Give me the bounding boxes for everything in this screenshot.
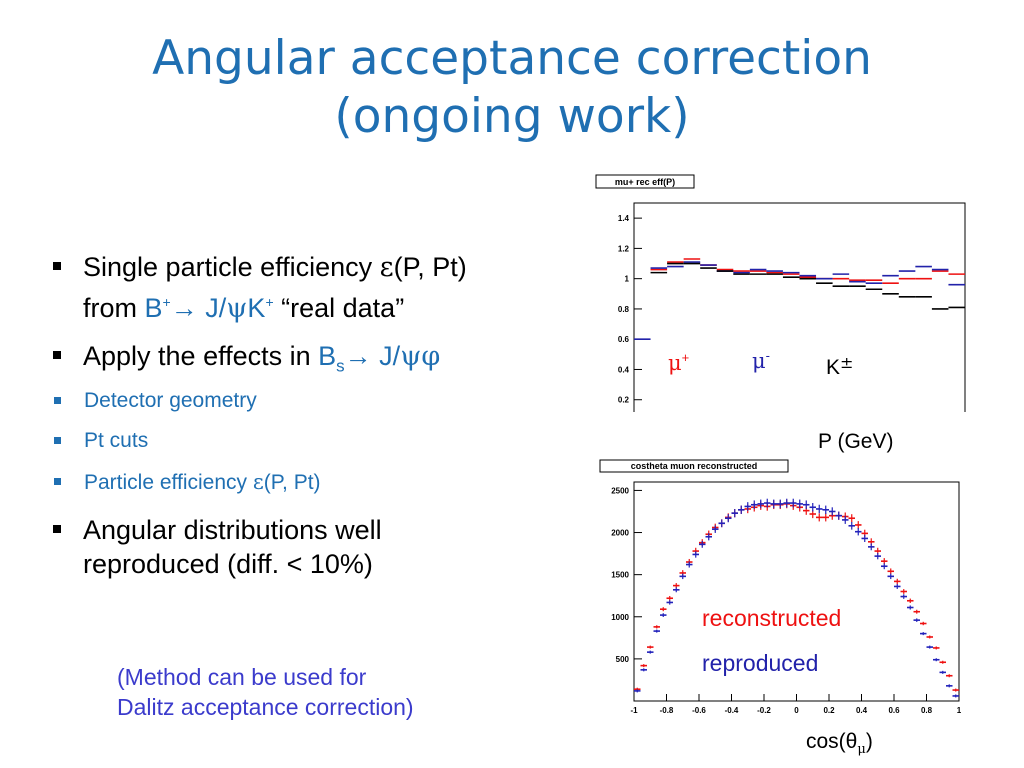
charge-superscript: + [265, 294, 274, 310]
x-tick-label: 0.2 [823, 706, 835, 715]
y-tick-label: 2500 [611, 486, 629, 495]
bullet-marker [53, 351, 61, 359]
chart-background [588, 172, 978, 412]
method-note: (Method can be used for Dalitz acceptanc… [117, 662, 414, 722]
series-2 [650, 262, 965, 310]
plot-frame [633, 202, 966, 412]
x-tick-label: -0.4 [725, 706, 739, 715]
legend-kaon: K± [826, 353, 853, 380]
strange-subscript: s [336, 356, 345, 376]
subbullet-particle-efficiency: Particle efficiency ε(P, Pt) [54, 468, 321, 497]
x-axis-label-costheta: cos(θμ) [806, 730, 873, 757]
bullet-text: (P, Pt) [393, 252, 467, 282]
legend-superscript: - [765, 348, 770, 363]
subbullet-pt-cuts: Pt cuts [54, 427, 149, 455]
y-tick-label: 0.2 [618, 396, 630, 405]
legend-superscript: ± [840, 353, 854, 372]
note-line-1: (Method can be used for [117, 664, 367, 690]
y-tick-label: 1 [625, 275, 630, 284]
x-tick-label: 0 [794, 706, 799, 715]
bullet-text: Apply the effects in [83, 341, 319, 371]
x-tick-label: -0.2 [757, 706, 771, 715]
x-tick-label: -0.8 [660, 706, 674, 715]
costheta-distribution-chart: costheta muon reconstructed -1 -0.8 -0.6 -0… [590, 455, 974, 717]
charge-superscript: + [162, 294, 171, 310]
series-1 [634, 498, 959, 698]
note-line-2: Dalitz acceptance correction) [117, 694, 414, 720]
legend-reconstructed: reconstructed [702, 605, 842, 631]
series-1 [634, 261, 965, 340]
kaon: K [247, 293, 266, 323]
title-line-1: Angular acceptance correction [152, 31, 872, 86]
x-tick-label: 0.8 [921, 706, 933, 715]
decay-arrow: → J/ [170, 293, 227, 323]
psi-symbol: ψ [226, 293, 248, 324]
decay-expression: B+→ J/ψK+ [144, 293, 274, 324]
bullet-marker [54, 397, 61, 404]
b-meson: B [144, 293, 163, 323]
y-tick-label: 1.2 [618, 244, 630, 253]
bullet-text: Angular distributions well [83, 515, 382, 545]
y-tick-label: 0.6 [618, 335, 630, 344]
bullet-marker [54, 437, 61, 444]
bullet-text: reproduced (diff. < 10%) [83, 549, 373, 579]
subbullet-text: Pt cuts [84, 429, 149, 452]
x-axis-label-momentum: P (GeV) [818, 430, 894, 453]
legend-mu-plus: μ+ [668, 350, 689, 376]
y-tick-label: 0.4 [618, 365, 630, 374]
x-tick-label: 1 [957, 706, 962, 715]
decay-expression: Bs→ J/ψφ [318, 341, 441, 375]
y-tick-label: 1000 [611, 613, 629, 622]
legend-text: μ [668, 351, 682, 375]
subbullet-text: Detector geometry [84, 389, 257, 412]
subbullet-text: (P, Pt) [263, 471, 321, 494]
bullet-apply-effects: Apply the effects in Bs→ J/ψφ [53, 339, 593, 383]
x-tick-label: 0.4 [856, 706, 868, 715]
legend-reproduced: reproduced [702, 650, 819, 676]
xlabel-text: ) [865, 730, 873, 753]
bullet-marker [54, 478, 61, 485]
xlabel-subscript: μ [857, 742, 866, 758]
psi-symbol: ψ [400, 341, 422, 372]
efficiency-vs-momentum-chart: mu+ rec eff(P) 10203040506070809010000.2… [588, 172, 978, 412]
y-tick-label: 1500 [611, 571, 629, 580]
bullet-text: Single particle efficiency [83, 252, 380, 282]
title-line-2: (ongoing work) [334, 89, 690, 144]
legend-text: K [826, 356, 841, 379]
chart-title: costheta muon reconstructed [631, 461, 758, 471]
x-tick-label: 0.6 [888, 706, 900, 715]
y-tick-label: 500 [616, 655, 630, 664]
legend-superscript: + [681, 350, 690, 365]
decay-arrow: → J/ [344, 341, 401, 371]
chart-title-box [595, 174, 695, 189]
slide-title: Angular acceptance correction (ongoing w… [0, 30, 1024, 146]
bullet-single-particle-efficiency: Single particle efficiency ε(P, Pt) from… [53, 250, 593, 326]
bullet-text: from [83, 293, 145, 323]
chart-title: mu+ rec eff(P) [615, 177, 675, 187]
chart-background [590, 455, 974, 717]
bullet-marker [53, 525, 61, 533]
y-tick-label: 0.8 [618, 305, 630, 314]
x-tick-label: -1 [630, 706, 638, 715]
legend-mu-minus: μ- [752, 348, 770, 374]
subbullet-text: Particle efficiency [84, 471, 253, 494]
legend-text: μ [752, 349, 766, 373]
y-tick-label: 2000 [611, 529, 629, 538]
bullet-marker [53, 262, 61, 270]
chart-title-box [599, 459, 789, 473]
phi-symbol: φ [421, 341, 441, 372]
b-meson: B [318, 341, 337, 371]
y-tick-label: 1.4 [618, 214, 630, 223]
bullet-text: “real data” [273, 293, 405, 323]
x-tick-label: -0.6 [692, 706, 706, 715]
epsilon-symbol: ε [252, 470, 264, 494]
subbullet-detector-geometry: Detector geometry [54, 387, 257, 415]
epsilon-symbol: ε [379, 252, 394, 283]
bullet-angular-distributions: Angular distributions well reproduced (d… [53, 513, 593, 581]
xlabel-text: cos(θ [806, 730, 858, 753]
